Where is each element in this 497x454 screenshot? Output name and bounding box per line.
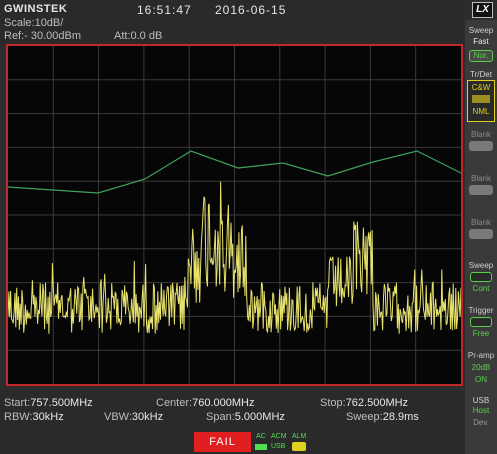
blank-button-1[interactable]	[469, 141, 493, 151]
sweep-mode-label: Sweep	[468, 261, 494, 270]
limit-line	[8, 150, 461, 194]
rbw-readout: RBW:30kHz	[4, 411, 64, 423]
brand-logo: GWINSTEK	[4, 3, 68, 15]
blank-button-2[interactable]	[469, 185, 493, 195]
start-freq: Start:757.500MHz	[4, 397, 93, 409]
alm-indicator: ALM	[292, 433, 307, 440]
scale-readout: Scale:10dB/	[4, 17, 64, 29]
sweep-time-value: 28.9ms	[382, 411, 419, 423]
trdet-button[interactable]: C&W NML	[467, 80, 495, 122]
blank-label-2: Blank	[470, 174, 491, 183]
blank-button-3[interactable]	[469, 229, 493, 239]
preamp-state[interactable]: ON	[475, 375, 487, 384]
sweep-time-label: Sweep:	[346, 411, 383, 423]
sweep-cont-toggle-icon[interactable]	[470, 272, 492, 282]
lx-logo-icon: LX	[472, 2, 493, 18]
usb-indicator: USB	[271, 443, 286, 450]
trdet-cw-label: C&W	[471, 83, 491, 92]
sweep-menu-label: Sweep	[468, 26, 494, 35]
usb-dev-option[interactable]: Dev.	[473, 418, 489, 427]
start-freq-value: 757.500MHz	[30, 397, 93, 409]
sweep-nor-label: Nor.	[473, 51, 489, 60]
fail-indicator: FAIL	[194, 432, 251, 452]
stop-freq-value: 762.500MHz	[345, 397, 409, 409]
trdet-menu-label: Tr/Det	[470, 70, 492, 79]
acm-indicator: ACM	[271, 433, 287, 440]
vbw-value: 30kHz	[131, 411, 164, 423]
center-freq: Center:760.000MHz	[156, 397, 254, 409]
sweep-cont-label: Cont	[472, 284, 490, 293]
stop-freq-label: Stop:	[320, 397, 346, 409]
header-bar: GWINSTEK 16:51:47 2016-06-15 Scale:10dB/…	[0, 0, 464, 44]
sweep-time-readout: Sweep:28.9ms	[346, 411, 419, 423]
trigger-free-label: Free	[472, 329, 490, 338]
center-freq-value: 760.000MHz	[192, 397, 255, 409]
sweep-nor-button[interactable]: Nor.	[469, 50, 493, 62]
plug-icon	[255, 444, 267, 450]
rbw-value: 30kHz	[32, 411, 64, 423]
blank-label-1: Blank	[470, 130, 491, 139]
ref-level-readout: Ref:- 30.00dBm	[4, 30, 82, 42]
rbw-label: RBW:	[4, 411, 33, 423]
span-value: 5.000MHz	[234, 411, 285, 423]
softkey-panel: Sweep Fast Nor. Tr/Det C&W NML Blank Bla…	[465, 20, 497, 454]
ac-indicator: AC	[256, 433, 266, 440]
sweep-fast-option[interactable]: Fast	[473, 37, 489, 46]
vbw-label: VBW:	[104, 411, 132, 423]
trigger-label: Trigger	[468, 306, 494, 315]
start-freq-label: Start:	[4, 397, 31, 409]
preamp-gain: 20dB	[471, 363, 491, 372]
spectrum-trace	[8, 181, 461, 334]
clock-date: 2016-06-15	[215, 3, 287, 17]
alarm-icon	[292, 442, 306, 451]
center-freq-label: Center:	[156, 397, 193, 409]
usb-label: USB	[472, 396, 490, 405]
attenuation-readout: Att:0.0 dB	[114, 30, 163, 42]
usb-host-option[interactable]: Host	[472, 406, 490, 415]
graticule	[8, 46, 461, 384]
clock-time: 16:51:47	[137, 3, 192, 17]
spectrum-display	[6, 44, 463, 386]
preamp-label: Pr-amp	[467, 351, 495, 360]
trdet-nml-label: NML	[472, 107, 490, 116]
span-label: Span:	[206, 411, 235, 423]
trdet-swatch-icon	[472, 95, 490, 103]
vbw-readout: VBW:30kHz	[104, 411, 163, 423]
trigger-toggle-icon[interactable]	[470, 317, 492, 327]
spectrum-svg	[8, 46, 461, 384]
blank-label-3: Blank	[470, 218, 491, 227]
span-readout: Span:5.000MHz	[206, 411, 285, 423]
stop-freq: Stop:762.500MHz	[320, 397, 408, 409]
